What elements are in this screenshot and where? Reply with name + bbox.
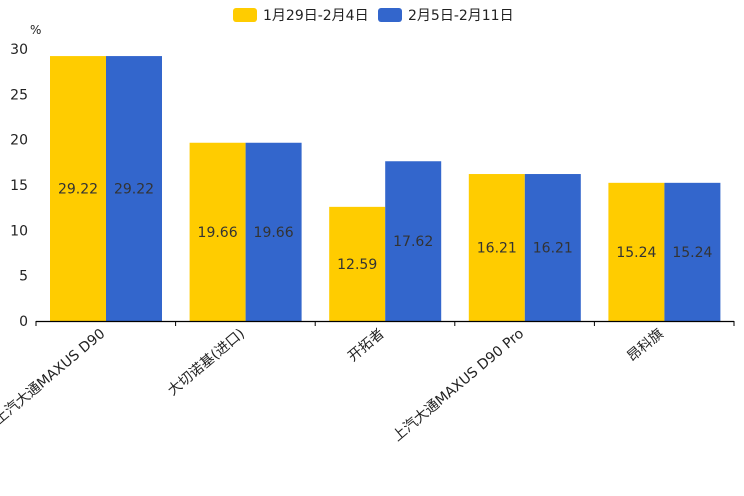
- bar-series-2-2: [245, 142, 302, 321]
- bar-value-label: 29.22: [114, 182, 154, 198]
- bar-series-1-5: [608, 182, 665, 321]
- bar-series-2-4: [524, 174, 581, 321]
- bar-series-1-1: [50, 56, 106, 322]
- bar-value-label: 15.24: [616, 245, 656, 261]
- x-category-label: 大切诺基(进口): [164, 325, 248, 399]
- x-axis: 上汽大通MAXUS D90 大切诺基(进口) 开拓者 上汽大通MAXUS D90 Pr…: [0, 320, 735, 445]
- y-tick-label: 20: [10, 133, 28, 149]
- legend-label-1: 1月29日-2月4日: [263, 8, 369, 24]
- legend-label-2: 2月5日-2月11日: [408, 8, 514, 24]
- bar-series-2-5: [664, 182, 721, 321]
- y-axis-unit-label: %: [30, 23, 41, 37]
- y-tick-label: 10: [10, 223, 28, 239]
- y-tick-label: 0: [19, 314, 28, 330]
- bar-series-2-3: [385, 161, 442, 321]
- bar-value-label: 15.24: [672, 245, 712, 261]
- y-tick-label: 5: [19, 269, 28, 285]
- bar-value-label: 19.66: [198, 225, 238, 241]
- bar-value-label: 29.22: [58, 182, 98, 198]
- y-axis: 0 5 10 15 20 25 30: [10, 42, 28, 330]
- y-tick-label: 25: [10, 87, 28, 103]
- bar-series-1-4: [468, 174, 525, 321]
- legend-swatch-2: [378, 8, 402, 22]
- x-category-label: 上汽大通MAXUS D90 Pro: [390, 326, 528, 445]
- x-category-label: 开拓者: [345, 326, 387, 365]
- bar-value-label: 19.66: [254, 225, 294, 241]
- bar-value-label: 17.62: [393, 234, 433, 250]
- legend: 1月29日-2月4日 2月5日-2月11日: [233, 8, 514, 24]
- y-tick-label: 30: [10, 42, 28, 58]
- bar-value-label: 12.59: [337, 257, 377, 273]
- bar-value-label: 16.21: [477, 241, 517, 257]
- bars: 29.22 19.66 12.59 16.21 15.24 29.22 19.66 17.62…: [50, 56, 721, 322]
- x-category-label: 上汽大通MAXUS D90: [0, 326, 108, 428]
- bar-series-2-1: [106, 56, 162, 322]
- legend-swatch-1: [233, 8, 257, 22]
- bar-series-1-2: [189, 142, 246, 321]
- x-category-label: 昂科旗: [624, 326, 666, 365]
- y-tick-label: 15: [10, 178, 28, 194]
- bar-value-label: 16.21: [533, 241, 573, 257]
- bar-series-1-3: [329, 206, 386, 321]
